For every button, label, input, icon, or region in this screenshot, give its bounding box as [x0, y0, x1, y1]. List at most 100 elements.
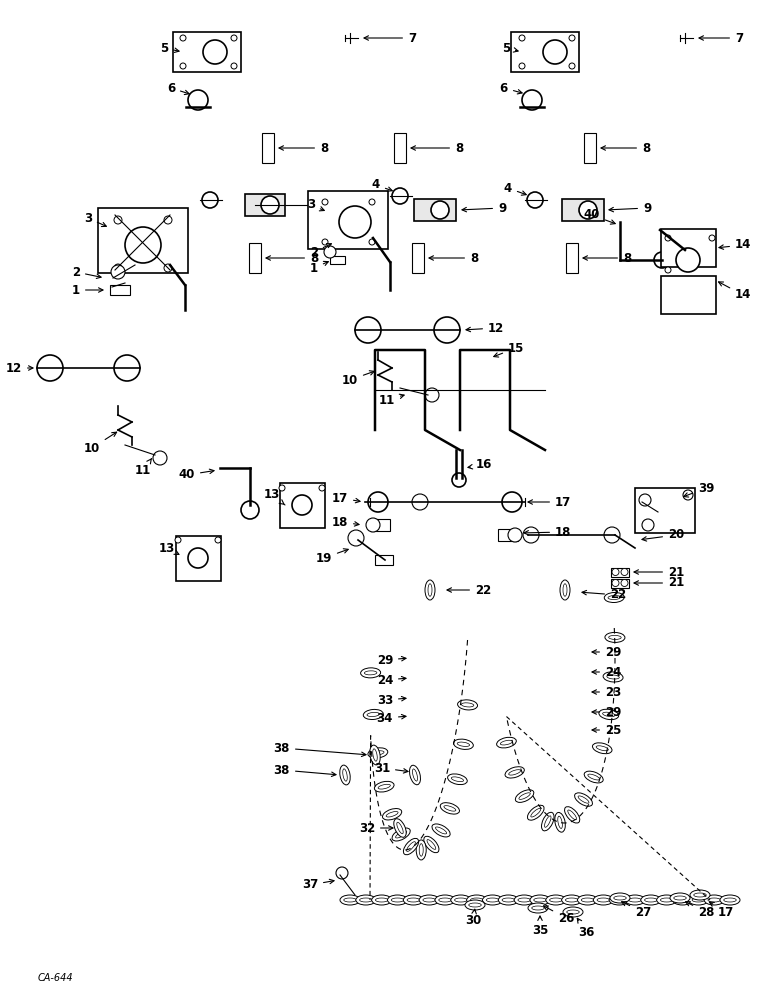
- Ellipse shape: [427, 840, 436, 849]
- Ellipse shape: [608, 635, 621, 639]
- Ellipse shape: [363, 709, 383, 720]
- Ellipse shape: [656, 895, 677, 905]
- Text: 17: 17: [528, 495, 571, 508]
- Ellipse shape: [531, 808, 541, 817]
- Text: 22: 22: [582, 588, 626, 601]
- Bar: [562, 199, 604, 221]
- Bar: [245, 194, 285, 216]
- Bar: [370, 519, 390, 531]
- Circle shape: [523, 527, 539, 543]
- Text: 1: 1: [72, 284, 103, 296]
- Ellipse shape: [410, 765, 421, 785]
- Text: 4: 4: [504, 182, 526, 195]
- Text: 8: 8: [411, 141, 463, 154]
- Ellipse shape: [599, 709, 618, 720]
- Bar: [611, 578, 629, 587]
- Bar: [308, 191, 388, 249]
- Ellipse shape: [603, 712, 615, 717]
- Circle shape: [348, 530, 364, 546]
- Text: 38: 38: [274, 742, 366, 757]
- Ellipse shape: [461, 703, 474, 707]
- Ellipse shape: [393, 819, 406, 837]
- Circle shape: [621, 580, 628, 586]
- Ellipse shape: [374, 781, 394, 792]
- Circle shape: [231, 63, 237, 69]
- Circle shape: [241, 501, 259, 519]
- Ellipse shape: [563, 907, 583, 917]
- Ellipse shape: [660, 898, 673, 902]
- Ellipse shape: [487, 898, 499, 902]
- Text: 33: 33: [377, 694, 406, 706]
- Ellipse shape: [670, 893, 690, 903]
- Text: 21: 21: [634, 576, 684, 589]
- Text: 38: 38: [274, 764, 336, 776]
- Text: 24: 24: [376, 674, 406, 686]
- Circle shape: [114, 216, 122, 224]
- Circle shape: [202, 192, 218, 208]
- Ellipse shape: [515, 790, 534, 802]
- Circle shape: [322, 239, 328, 245]
- Ellipse shape: [597, 898, 610, 902]
- Text: 20: 20: [642, 528, 684, 542]
- Ellipse shape: [608, 595, 621, 600]
- Circle shape: [519, 63, 525, 69]
- Text: 37: 37: [302, 879, 334, 892]
- Circle shape: [369, 239, 375, 245]
- Ellipse shape: [452, 777, 463, 782]
- Ellipse shape: [413, 769, 417, 781]
- Ellipse shape: [694, 893, 706, 897]
- Text: 8: 8: [583, 251, 631, 264]
- Text: 15: 15: [494, 342, 525, 357]
- Text: CA-644: CA-644: [37, 973, 73, 983]
- Bar: [498, 529, 518, 541]
- Ellipse shape: [596, 746, 608, 751]
- Ellipse shape: [444, 806, 456, 811]
- Ellipse shape: [676, 898, 689, 902]
- Circle shape: [114, 355, 140, 381]
- Circle shape: [215, 537, 221, 543]
- Text: 28: 28: [686, 902, 715, 918]
- Ellipse shape: [451, 895, 471, 905]
- Ellipse shape: [396, 831, 407, 838]
- Ellipse shape: [566, 910, 579, 914]
- Ellipse shape: [574, 793, 592, 806]
- Ellipse shape: [397, 822, 404, 834]
- Circle shape: [709, 235, 715, 241]
- Ellipse shape: [645, 898, 657, 902]
- Circle shape: [676, 283, 700, 307]
- Bar: [412, 243, 424, 273]
- Ellipse shape: [370, 745, 380, 765]
- Ellipse shape: [519, 793, 530, 799]
- Ellipse shape: [497, 737, 516, 748]
- Ellipse shape: [528, 805, 544, 820]
- Ellipse shape: [565, 807, 580, 823]
- Ellipse shape: [560, 580, 570, 600]
- Bar: [262, 133, 274, 163]
- Ellipse shape: [416, 840, 426, 860]
- Bar: [584, 133, 596, 163]
- Ellipse shape: [720, 895, 740, 905]
- Text: 8: 8: [266, 251, 318, 264]
- Text: 21: 21: [634, 566, 684, 578]
- Ellipse shape: [383, 809, 402, 820]
- Text: 24: 24: [592, 666, 622, 678]
- Ellipse shape: [566, 898, 578, 902]
- Text: 1: 1: [310, 261, 328, 274]
- Ellipse shape: [457, 742, 469, 746]
- Text: 14: 14: [719, 238, 751, 251]
- Ellipse shape: [424, 836, 439, 853]
- Ellipse shape: [407, 842, 415, 851]
- Circle shape: [639, 494, 651, 506]
- Circle shape: [180, 63, 186, 69]
- Ellipse shape: [502, 898, 514, 902]
- Circle shape: [621, 568, 628, 576]
- Ellipse shape: [641, 895, 661, 905]
- Bar: [511, 32, 579, 72]
- Bar: [279, 483, 324, 528]
- Ellipse shape: [625, 895, 645, 905]
- Circle shape: [543, 40, 567, 64]
- Ellipse shape: [542, 812, 554, 831]
- Circle shape: [604, 527, 620, 543]
- Ellipse shape: [546, 895, 566, 905]
- Bar: [173, 32, 241, 72]
